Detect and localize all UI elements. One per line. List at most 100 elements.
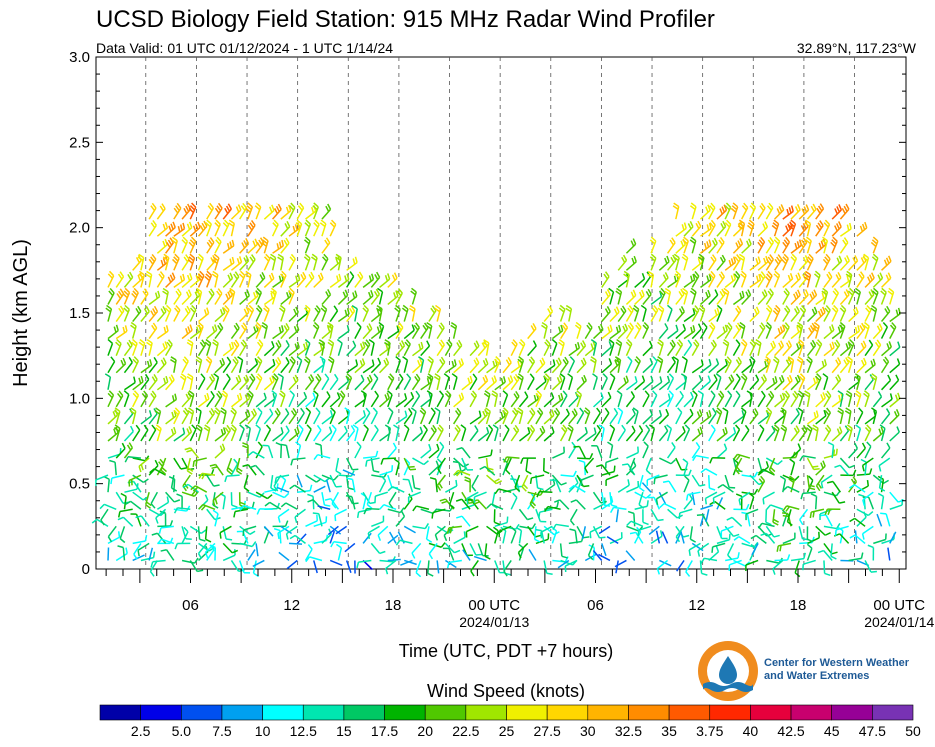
wind-barb — [691, 441, 701, 459]
wind-barb — [659, 457, 676, 465]
wind-barb — [675, 525, 685, 543]
wind-barb — [188, 236, 197, 254]
wind-barb — [239, 289, 251, 306]
wind-barb — [617, 407, 624, 425]
wind-barb — [196, 270, 205, 288]
wind-barb — [535, 425, 546, 442]
wind-barb — [609, 506, 627, 514]
wind-barb — [491, 390, 499, 408]
wind-barb — [403, 525, 416, 534]
wind-barb — [410, 407, 417, 425]
wind-barb — [658, 287, 666, 305]
wind-barb — [815, 339, 823, 357]
wind-barb — [197, 526, 206, 542]
wind-barb — [823, 542, 838, 555]
wind-barb — [270, 475, 277, 492]
wind-barb — [156, 375, 169, 391]
wind-barb — [288, 426, 300, 442]
wind-barb — [157, 538, 175, 545]
wind-barb — [403, 424, 410, 442]
wind-barb — [162, 287, 169, 305]
wind-barb — [269, 253, 277, 271]
wind-barb — [815, 220, 824, 237]
wind-barb — [388, 491, 397, 509]
wind-barb — [634, 375, 646, 391]
wind-barb — [190, 485, 208, 493]
wind-barb — [576, 340, 587, 357]
wind-barb — [494, 356, 501, 374]
wind-barb — [656, 559, 669, 575]
wind-barb — [675, 426, 686, 442]
wind-barb — [230, 356, 239, 374]
wind-barb — [448, 491, 455, 509]
wind-barb — [861, 525, 874, 540]
wind-barb — [370, 357, 382, 374]
wind-barb — [239, 374, 250, 391]
wind-barb — [173, 305, 181, 322]
wind-barb — [823, 523, 841, 530]
wind-barb — [678, 508, 693, 519]
wind-barb — [205, 356, 213, 374]
wind-barb — [431, 508, 446, 519]
wind-barb — [634, 500, 649, 510]
wind-barb — [845, 270, 853, 288]
wind-barb — [206, 237, 215, 254]
wind-barb — [625, 322, 635, 340]
wind-barb — [659, 502, 677, 510]
wind-barb — [593, 392, 604, 408]
wind-barb — [856, 340, 867, 357]
wind-barb — [140, 551, 156, 562]
wind-barb — [650, 530, 663, 545]
wind-barb — [379, 357, 390, 374]
wind-barb — [741, 289, 752, 305]
wind-barb — [214, 322, 224, 340]
wind-barb — [789, 458, 796, 476]
wind-barb — [455, 498, 471, 510]
wind-barb — [400, 559, 413, 566]
wind-barb — [362, 273, 375, 288]
wind-barb — [782, 322, 790, 339]
wind-barb — [411, 475, 421, 490]
wind-barb — [796, 356, 804, 373]
colorbar-label: 50 — [905, 723, 921, 739]
wind-barb — [192, 457, 207, 468]
wind-barb — [796, 321, 804, 339]
colorbar-swatch — [709, 704, 751, 721]
wind-barb — [214, 236, 222, 254]
wind-barb — [107, 270, 115, 288]
wind-barb — [601, 271, 610, 288]
wind-barb — [505, 457, 512, 475]
wind-barb — [140, 359, 153, 374]
wind-barb — [576, 357, 587, 374]
wind-barb — [271, 407, 281, 425]
wind-barb — [214, 407, 221, 425]
wind-barb — [222, 356, 232, 374]
wind-barb — [181, 305, 191, 322]
wind-barb — [738, 253, 746, 271]
wind-barb — [403, 391, 415, 408]
wind-barb — [296, 271, 307, 288]
colorbar-label: 42.5 — [777, 723, 804, 739]
x-tick-label: 12 — [688, 597, 705, 614]
wind-barb — [313, 485, 326, 493]
wind-barb — [780, 407, 787, 425]
colorbar-label: 20 — [417, 723, 433, 739]
wind-barb — [708, 322, 716, 339]
wind-barb — [675, 469, 692, 477]
wind-barb — [263, 424, 272, 442]
wind-barb — [427, 560, 434, 577]
wind-barb — [123, 339, 133, 357]
wind-barb — [573, 445, 586, 459]
wind-barb — [393, 424, 400, 442]
wind-barb — [313, 424, 322, 442]
wind-barb — [272, 239, 285, 254]
wind-barb — [198, 472, 216, 480]
wind-barb — [732, 424, 741, 442]
wind-barb — [848, 476, 858, 493]
wind-barb — [214, 443, 226, 459]
wind-barb — [304, 424, 312, 442]
wind-barb — [864, 441, 872, 459]
wind-barb — [263, 204, 275, 220]
wind-barb — [609, 306, 620, 323]
wind-barb — [181, 221, 193, 237]
